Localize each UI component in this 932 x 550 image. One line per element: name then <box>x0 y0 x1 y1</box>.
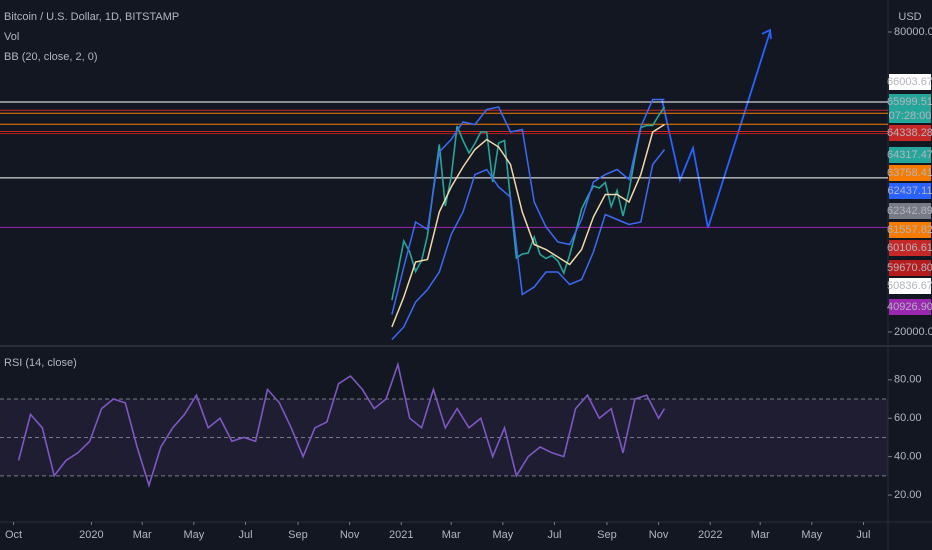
x-tick-label: Jul <box>547 529 561 541</box>
series-line <box>17 361 666 489</box>
price-tag-label: 61557.82 <box>887 224 932 236</box>
x-tick-label: May <box>492 529 513 541</box>
x-tick-label: Oct <box>5 529 22 541</box>
price-tag <box>889 165 931 181</box>
price-tag-label: 64338.28 <box>887 127 932 139</box>
price-tag <box>889 74 931 90</box>
series-line <box>391 123 665 328</box>
currency: USD <box>898 11 921 23</box>
price-tag-label: 50836.67 <box>887 280 932 292</box>
y-tick-label: 80.00 <box>894 374 922 386</box>
series-line <box>391 98 665 315</box>
price-tag-label: 40926.90 <box>887 301 932 313</box>
price-tag <box>889 203 931 219</box>
projection-path <box>661 31 771 229</box>
x-tick-label: Jul <box>856 529 870 541</box>
y-tick-label: 20.00 <box>894 489 922 501</box>
x-tick-label: Mar <box>751 529 770 541</box>
x-tick-label: Sep <box>288 529 308 541</box>
price-tag-label: 64317.47 <box>887 149 932 161</box>
x-tick-label: May <box>183 529 204 541</box>
price-tag-label: 59670.80 <box>887 262 932 274</box>
rsi-title: RSI (14, close) <box>4 357 77 369</box>
countdown-tag <box>889 109 931 123</box>
x-tick-label: Nov <box>340 529 360 541</box>
series-line <box>391 106 666 301</box>
x-tick-label: Jul <box>238 529 252 541</box>
x-tick-label: 2022 <box>698 529 722 541</box>
x-tick-label: May <box>801 529 822 541</box>
price-tag <box>889 260 931 276</box>
price-tag-label: 63758.41 <box>887 167 932 179</box>
x-tick-label: Mar <box>133 529 152 541</box>
x-tick-label: Sep <box>597 529 617 541</box>
projection <box>661 28 772 229</box>
price-tag <box>889 94 931 110</box>
y-tick-label: 60.00 <box>894 412 922 424</box>
countdown: 07:28:00 <box>889 110 932 122</box>
x-tick-label: 2020 <box>79 529 103 541</box>
price-tag-label: 62437.11 <box>887 185 932 197</box>
price-tag-label: 62342.89 <box>887 205 932 217</box>
price-tag <box>889 147 931 163</box>
x-tick-label: Nov <box>649 529 669 541</box>
projection-arrowhead <box>761 28 772 40</box>
bb-label: BB (20, close, 2, 0) <box>4 51 98 63</box>
price-tag <box>889 222 931 238</box>
price-tag-label: 65999.51 <box>887 96 932 108</box>
x-tick-label: 2021 <box>389 529 413 541</box>
price-tag <box>889 125 931 141</box>
price-tag <box>889 299 931 315</box>
y-tick-label: 20000.00 <box>894 326 932 338</box>
chart-title: Bitcoin / U.S. Dollar, 1D, BITSTAMP <box>4 11 179 23</box>
y-tick-label: 80000.00 <box>894 26 932 38</box>
x-tick-label: Mar <box>442 529 461 541</box>
price-tag <box>889 183 931 199</box>
price-tag-label: 60106.61 <box>887 242 932 254</box>
volume-label: Vol <box>4 31 19 43</box>
price-tag <box>889 240 931 256</box>
price-tag <box>889 278 931 294</box>
series-line <box>391 149 666 341</box>
price-tag-label: 66003.67 <box>887 76 932 88</box>
y-tick-label: 40.00 <box>894 451 922 463</box>
